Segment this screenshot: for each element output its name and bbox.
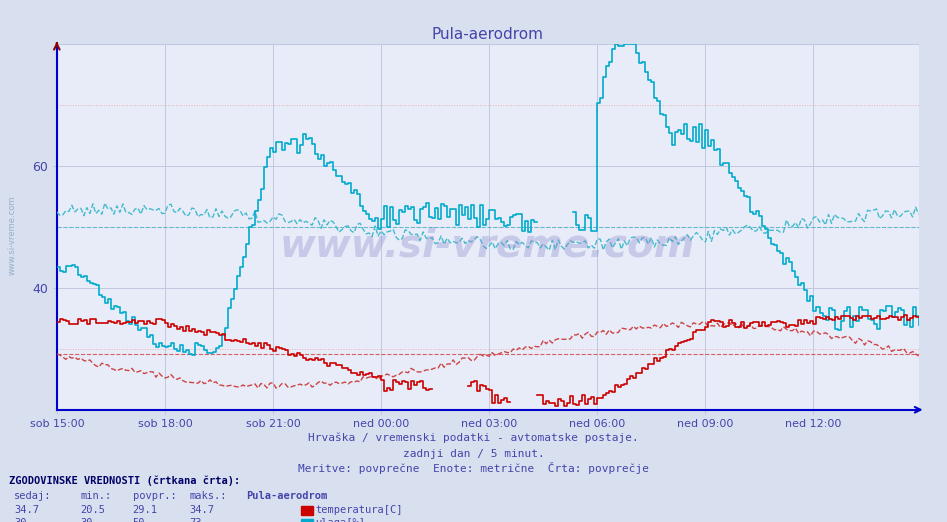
Text: vlaga[%]: vlaga[%] <box>315 518 366 522</box>
Text: min.:: min.: <box>80 491 112 501</box>
Text: 20.5: 20.5 <box>80 505 105 515</box>
Text: povpr.:: povpr.: <box>133 491 176 501</box>
Text: 29.1: 29.1 <box>133 505 157 515</box>
Text: 34.7: 34.7 <box>14 505 39 515</box>
Text: sedaj:: sedaj: <box>14 491 52 501</box>
Text: maks.:: maks.: <box>189 491 227 501</box>
Bar <box>301 519 313 522</box>
Text: Meritve: povprečne  Enote: metrične  Črta: povprečje: Meritve: povprečne Enote: metrične Črta:… <box>298 462 649 474</box>
Text: Hrvaška / vremenski podatki - avtomatske postaje.: Hrvaška / vremenski podatki - avtomatske… <box>308 433 639 443</box>
Text: 30: 30 <box>80 518 93 522</box>
Text: www.si-vreme.com: www.si-vreme.com <box>8 195 17 275</box>
Text: 30: 30 <box>14 518 27 522</box>
Bar <box>301 506 313 515</box>
Text: 34.7: 34.7 <box>189 505 214 515</box>
Text: 50: 50 <box>133 518 145 522</box>
Text: Pula-aerodrom: Pula-aerodrom <box>246 491 328 501</box>
Text: zadnji dan / 5 minut.: zadnji dan / 5 minut. <box>402 449 545 459</box>
Text: ZGODOVINSKE VREDNOSTI (črtkana črta):: ZGODOVINSKE VREDNOSTI (črtkana črta): <box>9 476 241 487</box>
Title: Pula-aerodrom: Pula-aerodrom <box>432 27 544 42</box>
Text: www.si-vreme.com: www.si-vreme.com <box>280 227 695 264</box>
Text: 73: 73 <box>189 518 202 522</box>
Text: temperatura[C]: temperatura[C] <box>315 505 402 515</box>
